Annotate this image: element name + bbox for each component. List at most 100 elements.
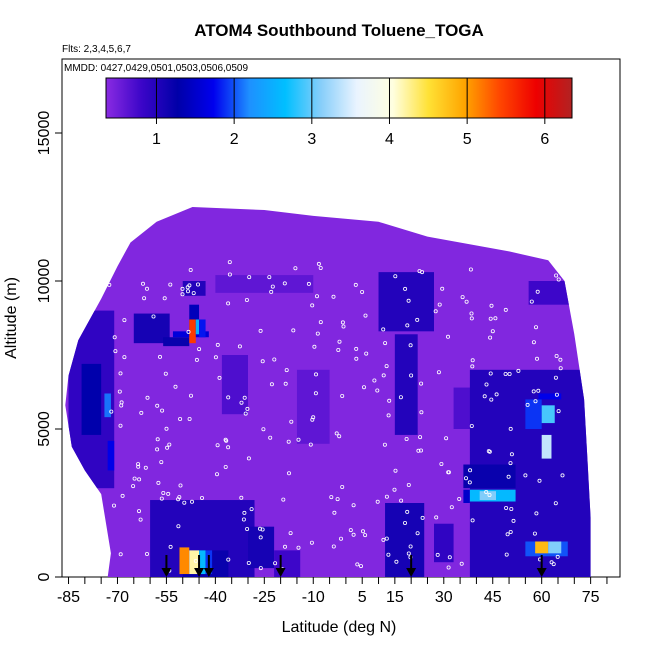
observation-point	[363, 313, 368, 318]
observation-point	[394, 559, 399, 564]
observation-point	[560, 473, 565, 478]
observation-point	[131, 484, 136, 489]
observation-point	[381, 537, 386, 542]
observation-point	[331, 544, 336, 549]
observation-point	[332, 510, 337, 515]
colorbar-gradient	[105, 77, 573, 119]
observation-point	[535, 289, 540, 294]
observation-point	[310, 303, 315, 308]
observation-point	[516, 368, 521, 373]
observation-point	[536, 388, 541, 393]
observation-point	[273, 561, 278, 566]
observation-point	[269, 289, 274, 294]
observation-point	[382, 442, 387, 447]
observation-point	[132, 476, 137, 481]
observation-point	[188, 267, 193, 272]
observation-point	[227, 272, 232, 277]
observation-point	[415, 317, 420, 322]
observation-point	[470, 358, 475, 363]
observation-point	[509, 452, 514, 457]
observation-point	[403, 286, 408, 291]
x-tick-label: 15	[386, 589, 404, 606]
observation-point	[375, 388, 380, 393]
x-tick-label: 75	[582, 589, 600, 606]
observation-point	[191, 291, 196, 296]
observation-point	[293, 266, 298, 271]
observation-point	[386, 552, 391, 557]
observation-point	[534, 511, 539, 516]
observation-point	[329, 495, 334, 500]
colorbar-tick-label: 5	[463, 131, 472, 148]
observation-point	[282, 544, 287, 549]
observation-point	[383, 341, 388, 346]
observation-point	[405, 509, 410, 514]
observation-point	[188, 393, 193, 398]
heatmap-cell	[296, 369, 330, 444]
heatmap-layer	[65, 207, 591, 577]
observation-point	[384, 364, 389, 369]
y-tick-label: 10000	[36, 259, 53, 304]
heatmap-cell	[81, 363, 102, 435]
observation-point	[213, 355, 218, 360]
observation-point	[402, 521, 407, 526]
observation-point	[393, 274, 398, 279]
observation-point	[555, 554, 560, 559]
chart-title: ATOM4 Southbound Toluene_TOGA	[194, 21, 484, 40]
heatmap-cell	[195, 319, 200, 335]
observation-point	[434, 515, 439, 520]
observation-point	[525, 402, 530, 407]
observation-point	[468, 267, 473, 272]
observation-point	[489, 303, 494, 308]
mmdd-annotation: MMDD: 0427,0429,0501,0503,0506,0509	[64, 63, 248, 74]
observation-point	[490, 329, 495, 334]
observation-point	[316, 261, 321, 266]
observation-point	[488, 335, 493, 340]
observation-point	[335, 497, 340, 502]
observation-point	[537, 478, 542, 483]
observation-point	[415, 531, 420, 536]
observation-point	[239, 495, 244, 500]
observation-point	[387, 398, 392, 403]
observation-point	[313, 391, 318, 396]
observation-point	[392, 487, 397, 492]
observation-point	[506, 474, 511, 479]
heatmap-cell	[525, 399, 542, 429]
observation-point	[418, 448, 423, 453]
observation-point	[463, 476, 468, 481]
observation-point	[268, 435, 273, 440]
observation-point	[180, 292, 185, 297]
observation-point	[227, 260, 232, 265]
heatmap-cell	[107, 440, 115, 471]
observation-point	[168, 544, 173, 549]
observation-point	[139, 410, 144, 415]
heatmap-cell	[541, 405, 555, 424]
observation-point	[449, 505, 454, 510]
observation-point	[446, 565, 451, 570]
observation-point	[420, 515, 425, 520]
observation-point	[136, 509, 141, 514]
observation-point	[245, 406, 250, 411]
observation-point	[306, 281, 311, 286]
flight-marker-head	[194, 568, 205, 577]
observation-point	[351, 503, 356, 508]
observation-point	[469, 311, 474, 316]
heatmap-cell	[189, 319, 196, 344]
observation-point	[556, 264, 561, 269]
observation-point	[503, 307, 508, 312]
observation-point	[118, 423, 123, 428]
heatmap-cell	[463, 464, 516, 489]
observation-point	[118, 552, 123, 557]
observation-point	[381, 373, 386, 378]
observation-point	[176, 524, 181, 529]
observation-point	[460, 295, 465, 300]
heatmap-cell	[385, 503, 425, 577]
observation-point	[355, 562, 360, 567]
observation-point	[554, 353, 559, 358]
observation-point	[419, 410, 424, 415]
observation-point	[384, 494, 389, 499]
observation-point	[258, 328, 263, 333]
observation-point	[157, 354, 162, 359]
flight-markers	[161, 555, 547, 577]
y-tick-label: 0	[36, 572, 53, 581]
x-tick-label: -70	[106, 589, 129, 606]
